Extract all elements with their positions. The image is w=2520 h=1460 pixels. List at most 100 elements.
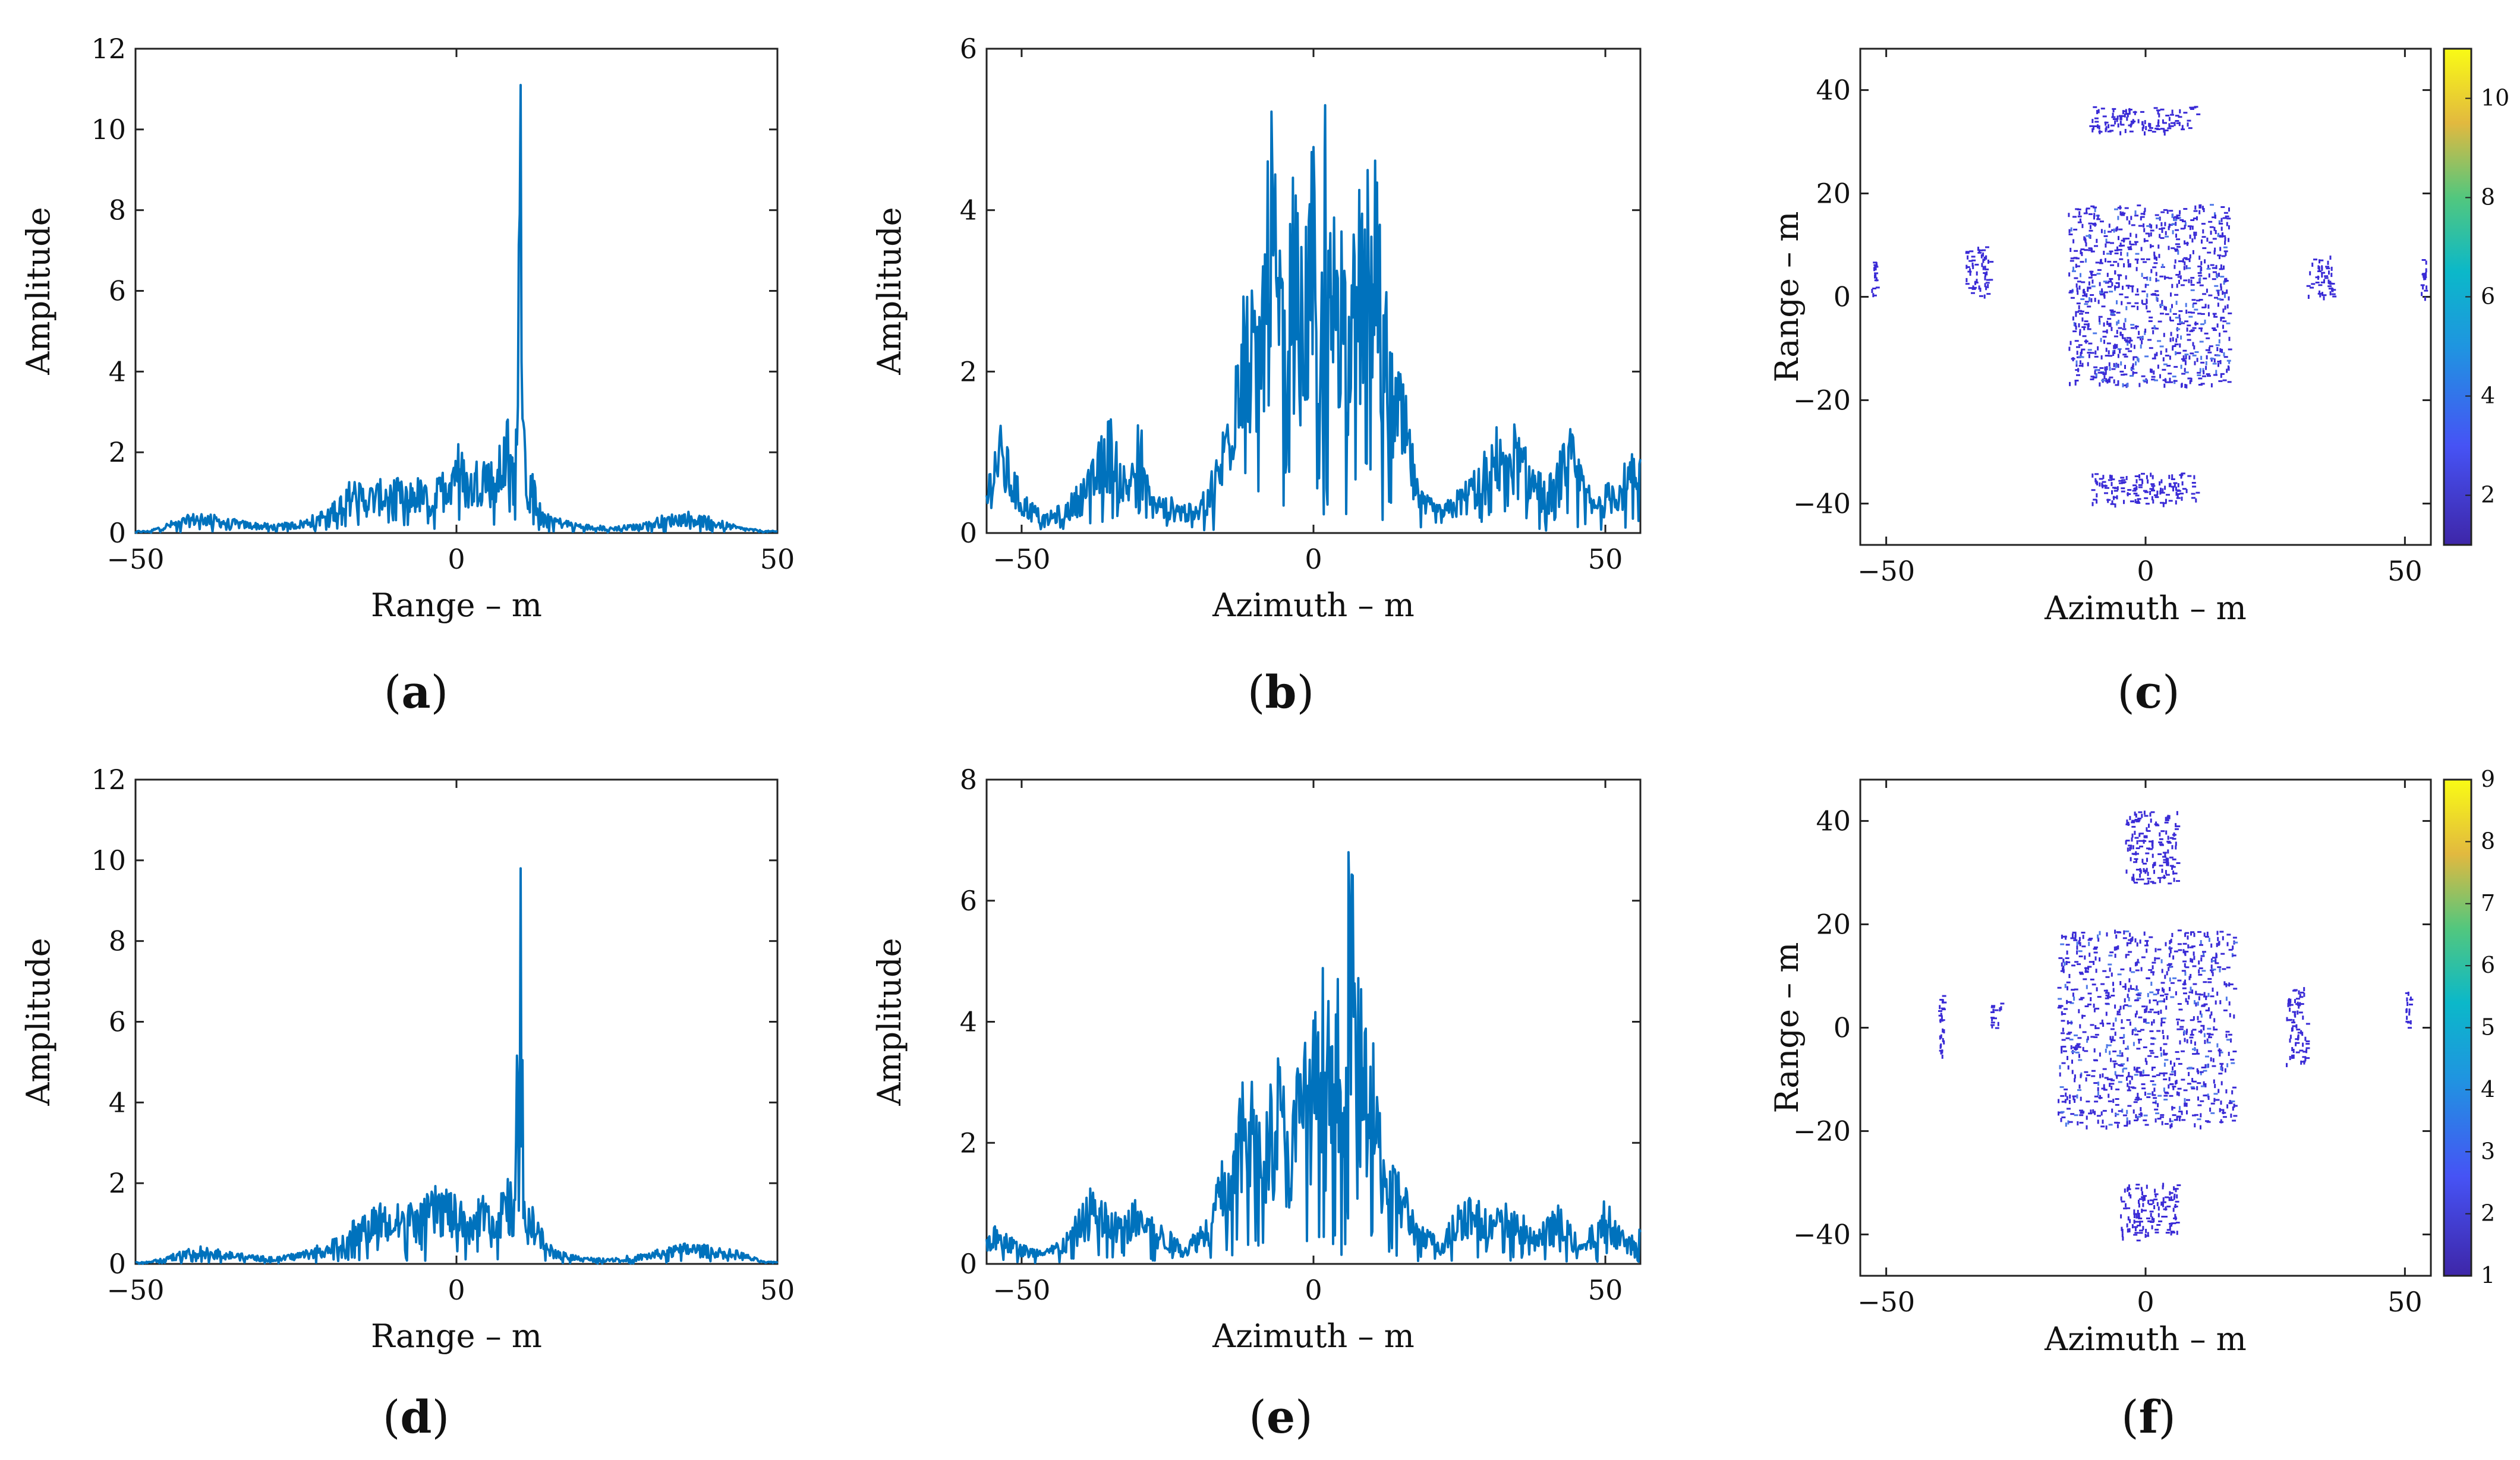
data-point <box>2213 250 2216 255</box>
data-point <box>1873 261 1878 264</box>
data-point <box>2065 961 2068 966</box>
data-point <box>2218 220 2220 225</box>
data-point <box>2081 945 2086 948</box>
data-point <box>2088 942 2090 947</box>
data-point <box>2110 310 2112 314</box>
data-point <box>2289 1002 2291 1007</box>
data-point <box>2184 225 2186 229</box>
data-point <box>2140 111 2144 113</box>
data-point <box>2117 263 2119 267</box>
data-point <box>2151 376 2156 378</box>
data-point <box>2152 971 2154 976</box>
y-tick-label-e: 4 <box>960 1006 977 1038</box>
data-point <box>2190 352 2194 355</box>
data-point <box>1875 277 1878 282</box>
data-point <box>2295 1051 2300 1054</box>
data-point <box>2134 1074 2138 1076</box>
data-point <box>2160 222 2163 226</box>
data-point <box>2226 360 2231 362</box>
data-point <box>2295 1038 2300 1040</box>
data-point <box>2173 878 2175 882</box>
data-point <box>2171 1231 2175 1234</box>
data-point <box>2131 288 2134 293</box>
data-point <box>2159 275 2164 278</box>
data-point <box>2421 292 2423 297</box>
data-point <box>2153 862 2155 867</box>
data-point <box>2213 1093 2218 1095</box>
data-point <box>2146 1096 2151 1098</box>
data-point <box>2130 1194 2132 1199</box>
data-point <box>2319 293 2321 298</box>
data-point <box>2119 242 2122 247</box>
data-point <box>2090 294 2094 296</box>
data-point <box>2175 234 2177 238</box>
data-point <box>2135 267 2138 272</box>
data-point <box>2201 223 2206 225</box>
data-point <box>1941 1016 1943 1021</box>
data-point <box>2109 130 2114 132</box>
data-point <box>2215 1000 2217 1005</box>
data-point <box>2182 960 2187 963</box>
data-point <box>2160 487 2162 492</box>
data-point <box>2194 1123 2196 1128</box>
data-point <box>1990 1006 1995 1008</box>
data-point <box>2088 281 2090 286</box>
data-point <box>2135 1214 2138 1219</box>
data-point <box>2110 1039 2112 1043</box>
data-point <box>2144 1008 2146 1013</box>
data-point <box>2226 1104 2229 1109</box>
data-point <box>2102 336 2107 338</box>
data-point <box>2169 338 2172 342</box>
data-point <box>2147 130 2152 131</box>
data-point <box>1938 1014 1943 1017</box>
data-point <box>2099 482 2101 487</box>
data-point <box>2088 342 2093 345</box>
data-point <box>2115 1098 2119 1100</box>
data-point <box>2000 1006 2002 1011</box>
data-point <box>2157 1206 2160 1211</box>
data-point <box>2154 214 2159 216</box>
data-point <box>1939 1005 1941 1010</box>
data-point <box>2171 283 2174 288</box>
data-point <box>2220 217 2223 222</box>
data-point <box>2147 878 2152 880</box>
data-point <box>2165 381 2169 383</box>
colorbar-tick-label-c: 2 <box>2481 482 2495 508</box>
data-point <box>2210 383 2213 387</box>
data-point <box>2157 1011 2160 1015</box>
data-point <box>2078 1059 2083 1061</box>
data-point <box>2102 373 2107 376</box>
data-point <box>2114 929 2116 934</box>
data-point <box>2203 932 2206 937</box>
data-point <box>2109 367 2111 371</box>
data-point <box>1979 295 1983 297</box>
data-point <box>2148 1203 2153 1206</box>
data-point <box>2224 1068 2226 1073</box>
data-point <box>2105 370 2107 374</box>
data-point <box>2227 365 2229 370</box>
data-point <box>2146 1005 2148 1010</box>
data-point <box>2088 249 2093 251</box>
data-point <box>2149 1210 2154 1213</box>
data-point <box>2185 265 2188 270</box>
data-point <box>2187 944 2190 949</box>
data-point <box>2298 990 2300 995</box>
data-point <box>2196 1086 2198 1090</box>
data-point <box>2074 1078 2076 1083</box>
data-point <box>2192 485 2197 488</box>
data-point <box>2138 1199 2140 1204</box>
data-point <box>2111 310 2116 313</box>
data-point <box>2132 371 2134 376</box>
data-point <box>2226 1063 2229 1068</box>
data-point <box>2097 215 2099 219</box>
data-point <box>2161 299 2163 304</box>
data-point <box>2205 361 2207 365</box>
data-point <box>2139 939 2141 944</box>
data-point <box>2099 282 2101 286</box>
data-point <box>2119 981 2122 985</box>
data-point <box>1942 995 1946 997</box>
data-point <box>2060 943 2065 945</box>
data-point <box>2092 274 2097 276</box>
data-point <box>2195 1002 2197 1007</box>
data-point <box>2206 237 2209 242</box>
